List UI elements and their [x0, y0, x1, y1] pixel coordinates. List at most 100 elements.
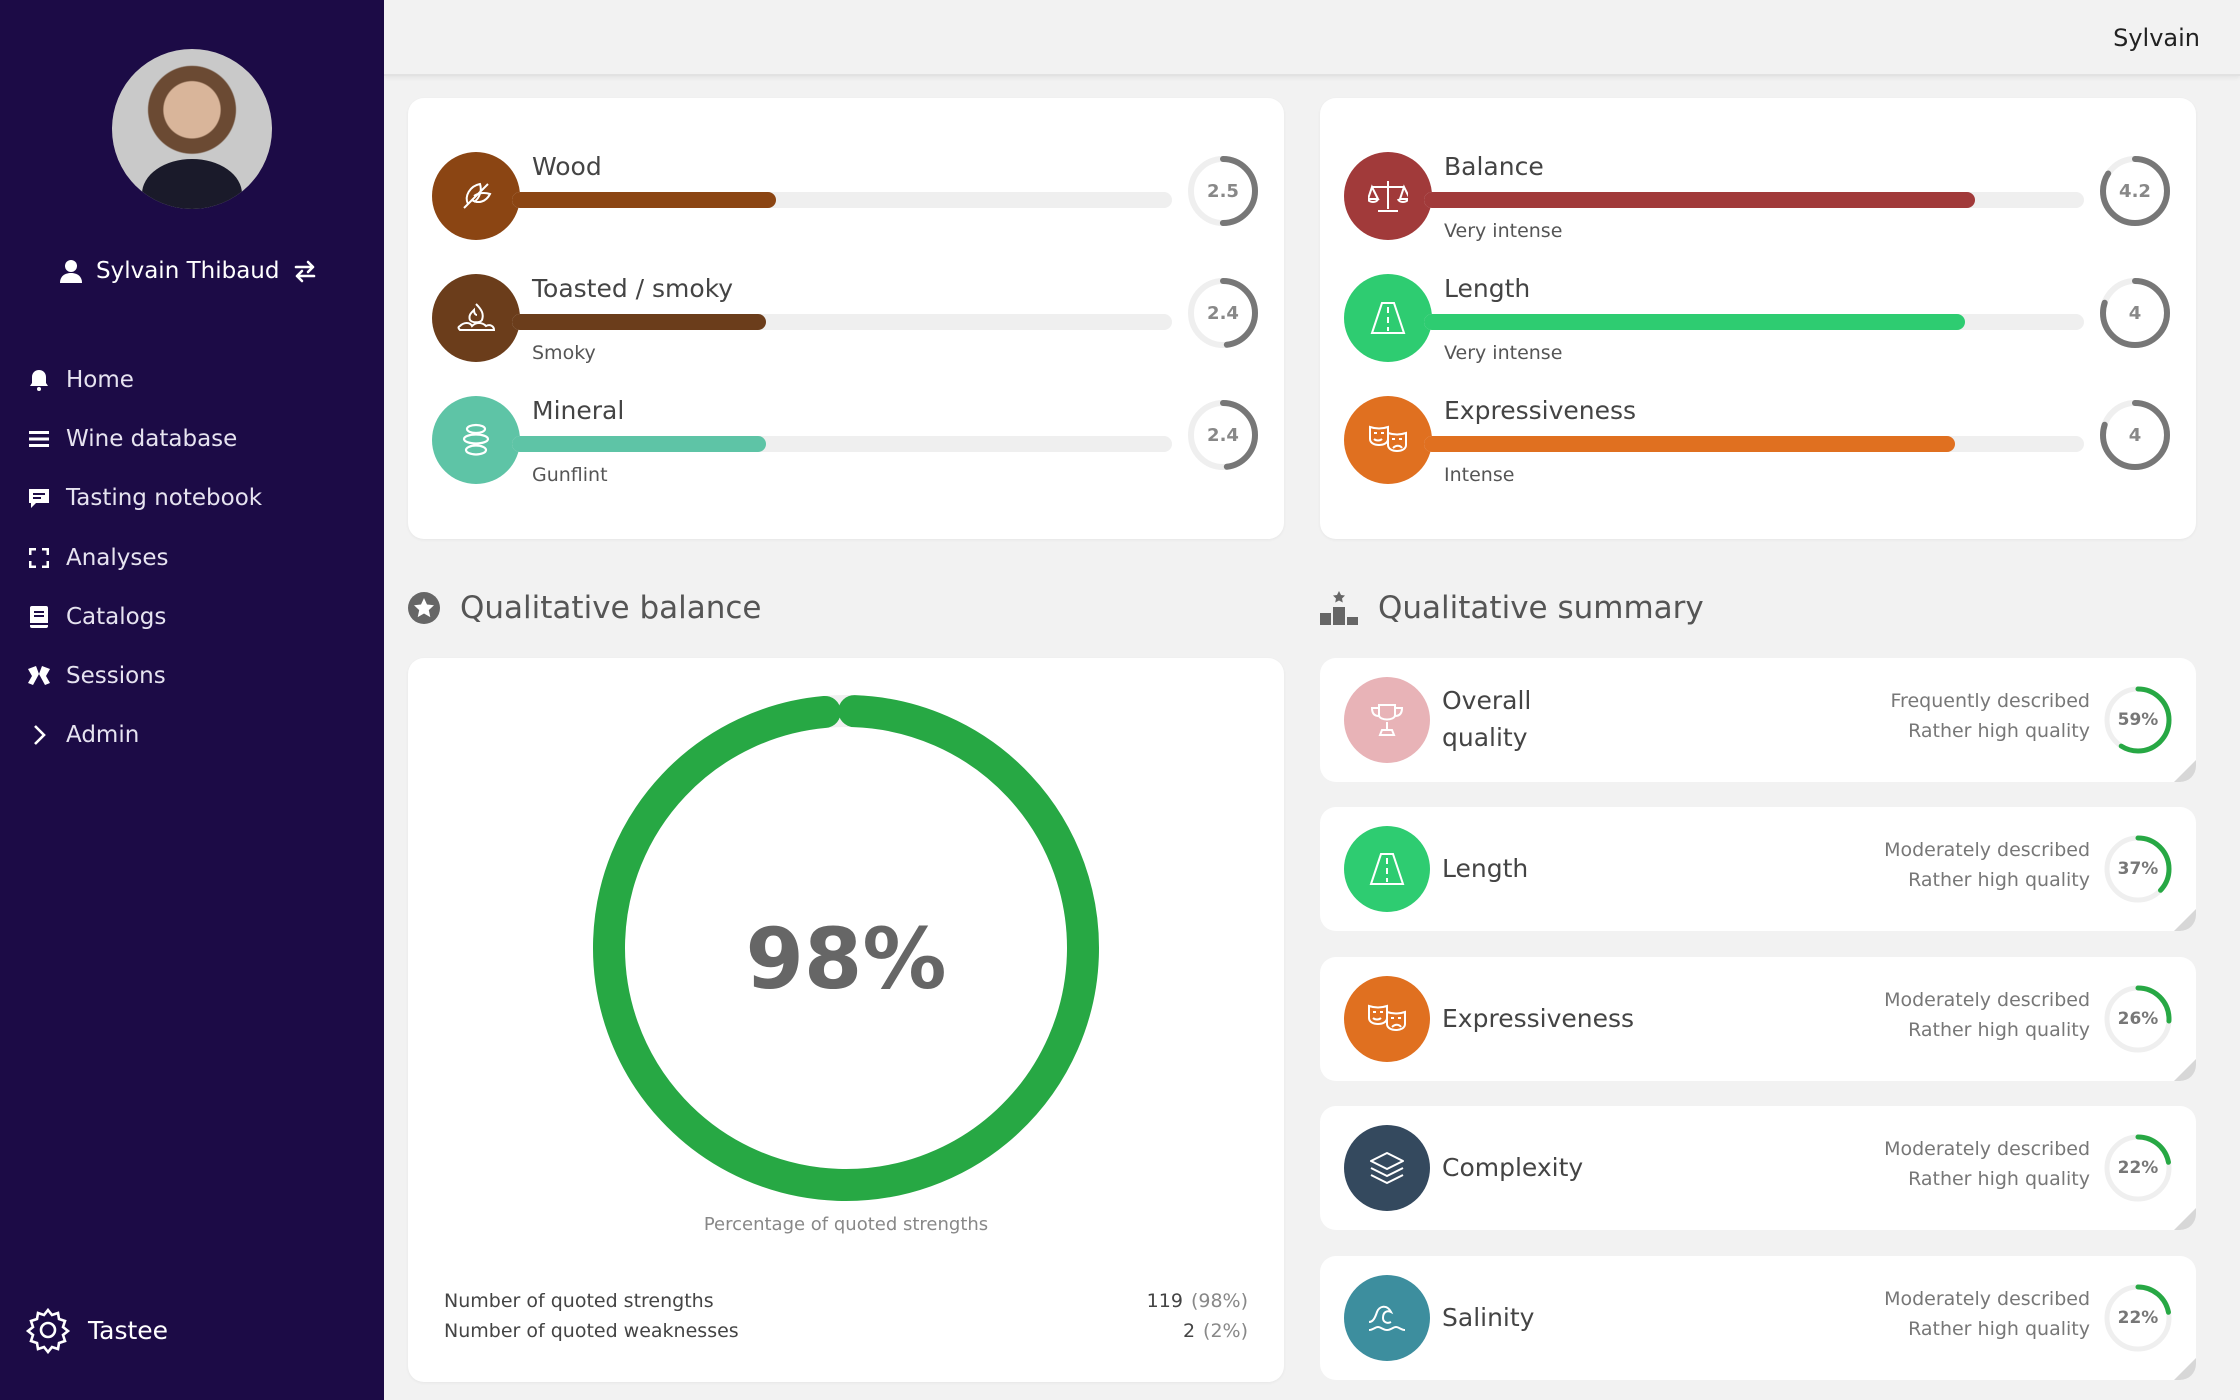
summary-arc: [2104, 1134, 2172, 1202]
structure-label: Expressiveness: [1444, 396, 1637, 425]
summary-desc: Moderately described Rather high quality: [1884, 985, 2090, 1045]
scale-icon: [1344, 152, 1432, 240]
aroma-label: Mineral: [532, 396, 625, 425]
summary-name: Overall quality: [1442, 682, 1531, 756]
strengths-pct: (98%): [1190, 1290, 1248, 1312]
summary-card-expressiveness[interactable]: Expressiveness Moderately described Rathe…: [1320, 957, 2196, 1081]
summary-quality: Rather high quality: [1908, 869, 2090, 891]
summary-quality: Rather high quality: [1908, 1019, 2090, 1041]
resize-handle[interactable]: [2174, 760, 2196, 782]
group-icon: [26, 663, 52, 689]
road-icon: [1344, 826, 1430, 912]
summary-arc: [2104, 835, 2172, 903]
structure-row-length: Length Very intense 4: [1344, 274, 2172, 364]
nav-item-home[interactable]: Home: [26, 350, 262, 409]
structure-gauge: 4.2: [2098, 154, 2172, 228]
resize-handle[interactable]: [2174, 1208, 2196, 1230]
nav-item-admin[interactable]: Admin: [26, 706, 262, 765]
switch-user-icon[interactable]: [293, 259, 317, 283]
structure-row-expressiveness: Expressiveness Intense 4: [1344, 396, 2172, 486]
nav-item-tasting-notebook[interactable]: Tasting notebook: [26, 469, 262, 528]
weaknesses-value: 2 (2%): [1183, 1320, 1248, 1342]
summary-arc: [2104, 1284, 2172, 1352]
topbar-user[interactable]: Sylvain: [2113, 24, 2200, 52]
nav-label: Analyses: [66, 544, 169, 571]
topbar: Sylvain: [384, 0, 2240, 76]
star-circle-icon: [408, 592, 440, 624]
nav-label: Catalogs: [66, 603, 167, 630]
nav-label: Admin: [66, 722, 140, 749]
summary-freq: Moderately described: [1884, 989, 2090, 1011]
summary-pct: 37%: [2117, 859, 2159, 879]
aroma-label: Toasted / smoky: [532, 274, 734, 303]
balance-title: Qualitative balance: [460, 590, 762, 626]
structure-sub: Very intense: [1444, 342, 1563, 364]
nav-item-sessions[interactable]: Sessions: [26, 646, 262, 705]
aroma-sub: Smoky: [532, 342, 596, 364]
brand[interactable]: Tastee: [24, 1306, 168, 1354]
summary-freq: Moderately described: [1884, 1138, 2090, 1160]
summary-pct: 22%: [2117, 1308, 2159, 1328]
gear-icon: [25, 1307, 71, 1354]
summary-card-complexity[interactable]: Complexity Moderately described Rather hi…: [1320, 1106, 2196, 1230]
structure-bar-track: [1424, 436, 2084, 452]
balance-ring: [593, 694, 1099, 1201]
summary-quality: Rather high quality: [1908, 1318, 2090, 1340]
summary-quality: Rather high quality: [1908, 720, 2090, 742]
summary-name-line2: quality: [1442, 723, 1528, 752]
summary-name: Salinity: [1442, 1303, 1535, 1332]
summary-card-overall-quality[interactable]: Overall quality Frequently described Rathe…: [1320, 658, 2196, 782]
summary-gauge: 26%: [2102, 983, 2174, 1055]
fire-icon: [432, 274, 520, 362]
summary-gauge: 59%: [2102, 684, 2174, 756]
strengths-label: Number of quoted strengths: [444, 1290, 714, 1312]
summary-freq: Frequently described: [1890, 690, 2090, 712]
bell-icon: [26, 367, 52, 393]
masks-icon: [1344, 976, 1430, 1062]
structure-bar-fill: [1424, 314, 1966, 330]
aroma-row-toasted: Toasted / smoky Smoky 2.4: [432, 274, 1260, 364]
nav-item-analyses[interactable]: Analyses: [26, 528, 262, 587]
summary-desc: Moderately described Rather high quality: [1884, 835, 2090, 895]
nav-item-catalogs[interactable]: Catalogs: [26, 587, 262, 646]
aroma-bar-track: [512, 436, 1172, 452]
resize-handle[interactable]: [2174, 909, 2196, 931]
avatar[interactable]: [112, 49, 272, 209]
balance-percent: 98%: [745, 910, 947, 1008]
aroma-gauge: 2.5: [1186, 154, 1260, 228]
layers-icon: [1344, 1125, 1430, 1211]
structure-label: Length: [1444, 274, 1531, 303]
aroma-sub: Gunflint: [532, 464, 608, 486]
resize-handle[interactable]: [2174, 1059, 2196, 1081]
structure-label: Balance: [1444, 152, 1544, 181]
strengths-value: 119 (98%): [1147, 1290, 1248, 1312]
structure-bar-track: [1424, 192, 2084, 208]
summary-card-salinity[interactable]: Salinity Moderately described Rather high…: [1320, 1256, 2196, 1380]
sidebar: Sylvain Thibaud Home Wine database Tasti…: [0, 0, 384, 1400]
aroma-bar-track: [512, 314, 1172, 330]
nav-label: Tasting notebook: [66, 485, 263, 512]
structure-value: 4: [2128, 424, 2142, 446]
trophy-icon: [1344, 677, 1430, 763]
user-icon: [60, 260, 82, 283]
aroma-value: 2.4: [1207, 302, 1239, 324]
leaf-icon: [432, 152, 520, 240]
aroma-value: 2.4: [1207, 424, 1239, 446]
balance-caption: Percentage of quoted strengths: [703, 1214, 989, 1235]
resize-handle[interactable]: [2174, 1358, 2196, 1380]
user-name: Sylvain Thibaud: [96, 258, 280, 284]
summary-quality: Rather high quality: [1908, 1168, 2090, 1190]
balance-card: 98% Percentage of quoted strengths Numbe…: [408, 658, 1284, 1382]
brand-name: Tastee: [88, 1315, 169, 1345]
structure-row-balance: Balance Very intense 4.2: [1344, 152, 2172, 242]
nav-item-wine-database[interactable]: Wine database: [26, 409, 262, 468]
summary-desc: Moderately described Rather high quality: [1884, 1284, 2090, 1344]
weaknesses-pct: (2%): [1203, 1320, 1248, 1342]
summary-freq: Moderately described: [1884, 839, 2090, 861]
summary-card-length[interactable]: Length Moderately described Rather high q…: [1320, 807, 2196, 931]
structure-card: Balance Very intense 4.2 Length Very int…: [1320, 98, 2196, 539]
aroma-bar-track: [512, 192, 1172, 208]
aroma-bar-fill: [512, 192, 776, 208]
aroma-value: 2.5: [1207, 180, 1239, 202]
balance-heading: Qualitative balance: [408, 590, 762, 626]
